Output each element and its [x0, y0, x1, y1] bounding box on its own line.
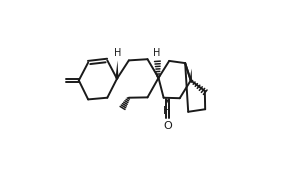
Text: H: H [153, 48, 160, 58]
Text: H: H [163, 106, 170, 116]
Polygon shape [115, 60, 119, 79]
Text: H: H [114, 48, 121, 58]
Polygon shape [189, 69, 192, 81]
Text: O: O [163, 121, 172, 131]
Polygon shape [166, 99, 169, 103]
Polygon shape [153, 67, 160, 78]
